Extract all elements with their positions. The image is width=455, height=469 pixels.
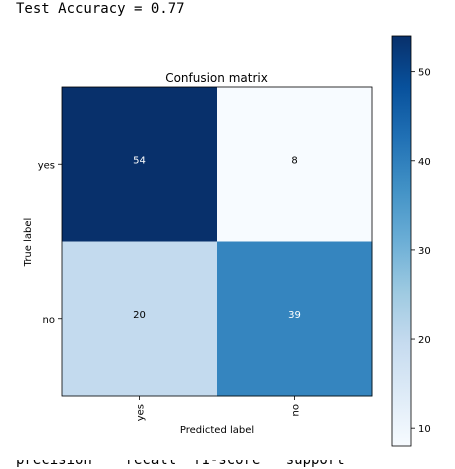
x-axis-label: Predicted label <box>180 425 254 436</box>
x-tick-label: no <box>291 404 302 416</box>
cell-value-label: 8 <box>291 155 297 166</box>
colorbar-gradient <box>391 35 412 447</box>
cell-value-label: 39 <box>288 310 301 321</box>
plot-frame <box>61 86 373 397</box>
x-tick-label: yes <box>136 404 147 421</box>
chart-title: Confusion matrix <box>165 71 268 85</box>
colorbar-tick-label: 20 <box>418 335 431 346</box>
report-output-partial: precision recall f1-score support <box>16 460 345 468</box>
matrix-cell <box>217 241 373 397</box>
colorbar-ticks: 10 20 30 40 50 <box>411 68 431 435</box>
axis-ticks: yes no yes no <box>38 160 302 421</box>
colorbar-tick-label: 50 <box>418 68 431 79</box>
y-axis-label: True label <box>23 218 34 268</box>
y-tick-label: yes <box>38 160 55 171</box>
colorbar-tick-label: 10 <box>418 424 431 435</box>
accuracy-output: Test Accuracy = 0.77 <box>16 1 185 17</box>
matrix-cell <box>62 87 218 242</box>
matrix-cells: 54 8 20 39 <box>62 87 373 397</box>
cell-value-label: 20 <box>133 310 146 321</box>
cell-value-label: 54 <box>133 155 146 166</box>
colorbar-tick-label: 30 <box>418 246 431 257</box>
colorbar-tick-label: 40 <box>418 157 431 168</box>
matrix-cell <box>62 241 218 397</box>
colorbar: 10 20 30 40 50 <box>391 35 431 447</box>
matrix-cell <box>217 87 373 242</box>
y-tick-label: no <box>43 315 55 326</box>
